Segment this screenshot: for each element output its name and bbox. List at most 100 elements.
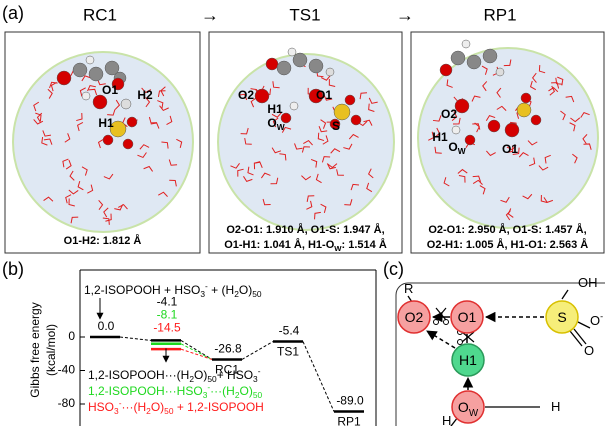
text-part: W: [469, 407, 479, 418]
legend-entry: 1,2-ISOPOOH···HSO3-···(H2O)50: [88, 382, 262, 400]
atom: [455, 99, 469, 113]
text-part: O1: [316, 88, 332, 102]
y-axis-title: (kcal/mol): [44, 324, 58, 376]
caption: O1-H1: 1.041 Å, H1-OW: 1.514 Å: [224, 238, 387, 253]
caption: O1-H2: 1.812 Å: [64, 234, 142, 247]
step-arrow: →: [396, 5, 414, 25]
text-part: R: [404, 281, 413, 296]
y-tick-label: 0: [68, 329, 75, 343]
text-part: O2: [441, 107, 457, 121]
text-part: O2-O1: 1.910 Å, O1-S: 1.947 Å,: [226, 223, 384, 236]
bond: [578, 322, 590, 328]
atom: [89, 67, 103, 81]
text-part: 50: [253, 390, 263, 400]
text-part: O): [239, 283, 252, 297]
legend-entry: HSO3-···(H2O)50 + 1,2-ISOPOOH: [88, 398, 264, 416]
text-part: O): [239, 384, 252, 398]
text-part: 1,2-ISOPOOH···HSO: [88, 384, 203, 398]
text-part: -: [600, 312, 603, 322]
text-part: 50: [164, 406, 174, 416]
atom-label: O2: [441, 107, 457, 121]
text-part: O2-H1: 1.005 Å, H1-O1: 2.563 Å: [427, 238, 588, 251]
text-part: O: [448, 140, 457, 154]
atom-label: H1: [98, 116, 114, 130]
atom: [266, 58, 278, 70]
atom: [521, 93, 531, 103]
text-part: 1,2-ISOPOOH + HSO: [84, 283, 200, 297]
group-label: O-: [590, 312, 603, 329]
handle: [434, 320, 439, 325]
value-label: -5.4: [279, 324, 300, 338]
connector: [120, 337, 151, 340]
node-label: O1: [458, 309, 477, 325]
group-label: OH: [578, 275, 598, 290]
atom: [462, 40, 470, 48]
node-label: S: [557, 309, 566, 325]
atom: [73, 63, 87, 77]
handle: [458, 340, 463, 345]
text-part: O2-O1: 2.950 Å, O1-S: 1.457 Å,: [428, 223, 586, 236]
bond: [562, 290, 568, 299]
text-part: O: [267, 116, 276, 130]
panel-a: (a)→→RC1O1H2H1O1-H2: 1.812 ÅTS1O2H1O1SOW…: [2, 3, 604, 253]
text-part: H1: [459, 352, 477, 368]
atom: [326, 68, 334, 76]
panel-b: (b)0-40-80-120Gibbs free energy(kcal/mol…: [2, 259, 376, 426]
atom-label: S: [332, 119, 340, 133]
handle: [444, 320, 449, 325]
text-part: O: [590, 313, 600, 328]
atom-label: H1: [432, 130, 448, 144]
atom: [345, 95, 355, 105]
atom: [86, 56, 94, 64]
atom: [452, 126, 460, 134]
bond: [570, 331, 582, 346]
text-part: 50: [252, 289, 262, 299]
atom: [496, 68, 504, 76]
group-label: H: [551, 399, 560, 414]
arrow: [427, 331, 455, 348]
atom: [82, 92, 90, 100]
text-part: -: [258, 366, 261, 376]
caption: O2-O1: 2.950 Å, O1-S: 1.457 Å,: [428, 223, 586, 236]
category-label: RP1: [337, 415, 361, 426]
text-part: O1: [502, 142, 518, 156]
text-part: O1-H2: 1.812 Å: [64, 234, 142, 247]
y-tick-label: -80: [58, 396, 76, 410]
node-label: H1: [459, 352, 477, 368]
text-part: 1,2-ISOPOOH···(H: [88, 368, 189, 382]
text-part: OH: [578, 275, 598, 290]
atom-label: H1: [267, 102, 283, 116]
atom: [467, 55, 481, 69]
text-part: O: [458, 399, 469, 415]
atom: [351, 115, 361, 125]
value-label: -8.1: [157, 308, 178, 322]
value-label: -26.8: [214, 342, 242, 356]
text-part: H1: [98, 116, 114, 130]
text-part: H: [442, 413, 451, 426]
atom: [290, 102, 298, 110]
group-label: R: [404, 281, 413, 296]
group-label: H: [442, 413, 451, 426]
atom-label: O1: [102, 83, 118, 97]
group-label: O: [584, 343, 594, 358]
text-part: O: [584, 343, 594, 358]
text-part: H: [551, 399, 560, 414]
atom-label: O1: [316, 88, 332, 102]
connector: [303, 342, 334, 412]
atom: [488, 120, 500, 132]
atom: [255, 89, 269, 103]
panel-c: (c)O2O1SH1OWROHO-OHH: [383, 259, 605, 426]
atom-label: O1: [502, 142, 518, 156]
y-axis-title: Gibbs free energy: [28, 302, 42, 397]
text-part: O2: [405, 309, 424, 325]
connector: [181, 349, 212, 359]
text-part: ···(H: [121, 400, 146, 414]
atom: [127, 117, 137, 127]
text-part: H1: [432, 130, 448, 144]
atom: [517, 103, 531, 117]
bond: [574, 329, 586, 344]
figure: (a)→→RC1O1H2H1O1-H2: 1.812 ÅTS1O2H1O1SOW…: [0, 0, 605, 426]
value-label: -14.5: [153, 321, 181, 335]
atom: [505, 123, 519, 137]
value-label: -89.0: [336, 394, 364, 408]
